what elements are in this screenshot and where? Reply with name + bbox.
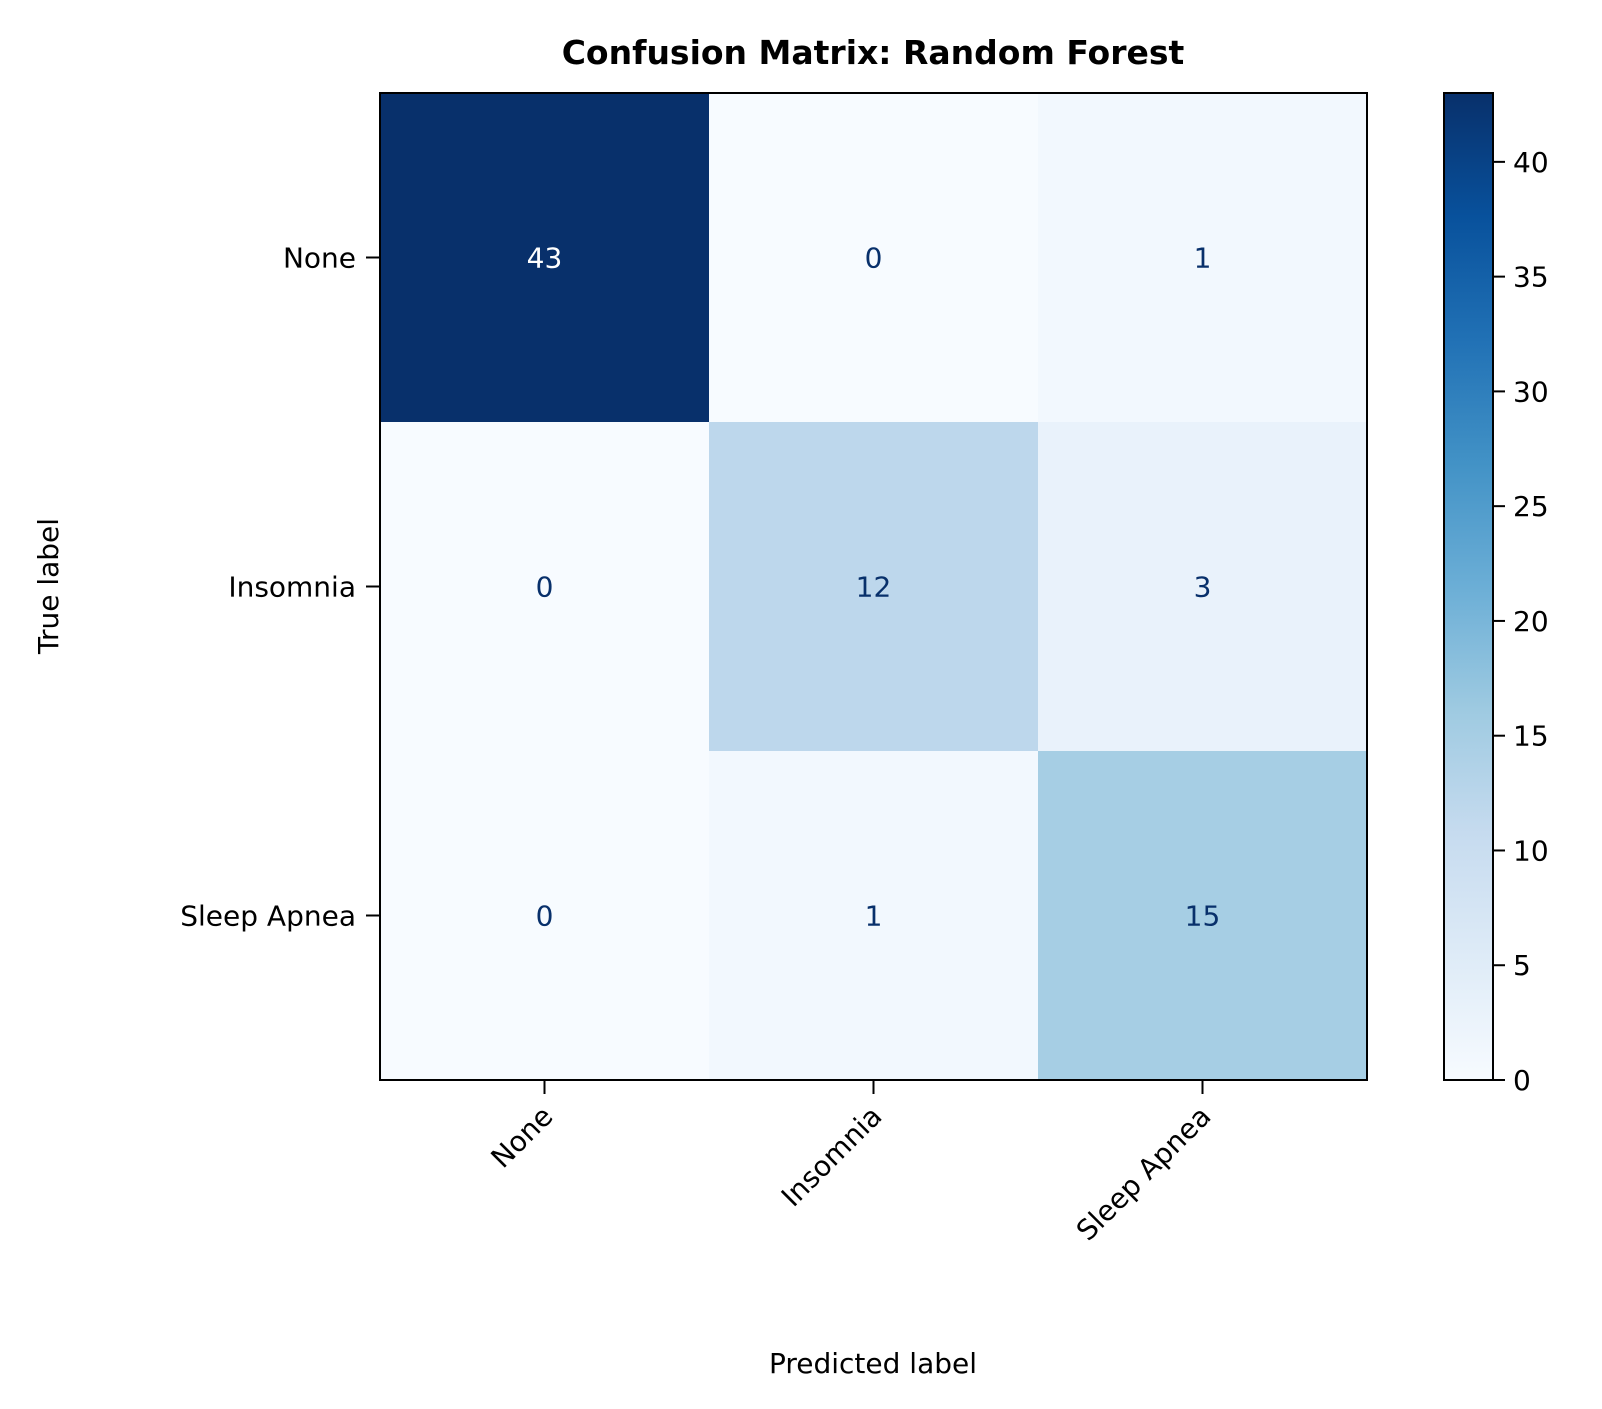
x-tick-label: Insomnia	[775, 1100, 889, 1214]
cell-value-label: 3	[1194, 571, 1212, 604]
colorbar-tick-label: 30	[1513, 375, 1549, 408]
x-tick-label: Sleep Apnea	[1070, 1100, 1218, 1248]
matrix-cell-labels: 43 0 1 0 12 3 0 1 15	[527, 242, 1221, 933]
matrix-cell-none-none	[380, 93, 710, 423]
colorbar-ticks: 0 5 10 15 20 25 30 35 40	[1493, 146, 1549, 1097]
colorbar-tick-label: 20	[1513, 605, 1549, 638]
colorbar	[1443, 92, 1494, 1081]
matrix-cell-none-insomnia	[709, 93, 1039, 423]
cell-value-label: 43	[527, 242, 563, 275]
matrix-cell-insomnia-none	[380, 422, 710, 752]
matrix-cell-insomnia-insomnia	[709, 422, 1039, 752]
x-axis-ticks: None Insomnia Sleep Apnea	[484, 1080, 1217, 1247]
matrix-cell-sleep-apnea-none	[380, 751, 710, 1081]
cell-value-label: 15	[1185, 900, 1221, 933]
y-tick-label: None	[283, 242, 356, 275]
chart-title: Confusion Matrix: Random Forest	[562, 33, 1185, 72]
x-tick-label: None	[484, 1100, 559, 1175]
colorbar-tick-label: 15	[1513, 720, 1549, 753]
matrix-cell-insomnia-sleep-apnea	[1038, 422, 1368, 752]
x-axis-label: Predicted label	[769, 1347, 977, 1380]
y-tick-label: Insomnia	[228, 571, 356, 604]
colorbar-tick-label: 40	[1513, 146, 1549, 179]
matrix-cell-none-sleep-apnea	[1038, 93, 1368, 423]
cell-value-label: 1	[1194, 242, 1212, 275]
cell-value-label: 1	[865, 900, 883, 933]
matrix-cell-sleep-apnea-insomnia	[709, 751, 1039, 1081]
colorbar-tick-label: 5	[1513, 949, 1531, 982]
matrix-cells	[380, 93, 1368, 1081]
colorbar-tick-label: 35	[1513, 261, 1549, 294]
colorbar-tick-label: 25	[1513, 490, 1549, 523]
y-tick-label: Sleep Apnea	[180, 900, 356, 933]
colorbar-tick-label: 10	[1513, 834, 1549, 867]
colorbar-tick-label: 0	[1513, 1064, 1531, 1097]
cell-value-label: 0	[536, 900, 554, 933]
y-axis-ticks: None Insomnia Sleep Apnea	[180, 242, 380, 933]
matrix-cell-sleep-apnea-sleep-apnea	[1038, 751, 1368, 1081]
cell-value-label: 0	[536, 571, 554, 604]
cell-value-label: 12	[856, 571, 892, 604]
y-axis-label: True label	[32, 518, 65, 655]
cell-value-label: 0	[865, 242, 883, 275]
